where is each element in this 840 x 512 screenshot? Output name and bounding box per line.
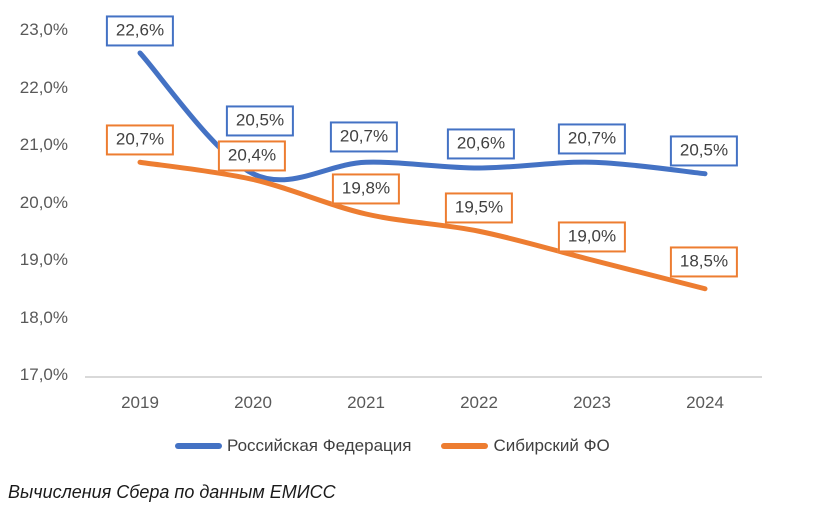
data-label: 20,7% [329, 121, 399, 153]
data-label: 19,0% [557, 221, 627, 253]
data-label: 20,5% [225, 105, 295, 137]
y-axis-tick-label: 19,0% [19, 250, 68, 269]
legend: Российская Федерация Сибирский ФО [175, 436, 610, 456]
x-axis-tick-label: 2020 [234, 393, 272, 412]
x-axis-tick-label: 2021 [347, 393, 385, 412]
x-axis-line [85, 376, 762, 378]
legend-line-marker [175, 443, 222, 449]
data-label: 20,7% [105, 124, 175, 156]
legend-item-sfo: Сибирский ФО [441, 436, 610, 456]
data-label: 19,5% [444, 192, 514, 224]
y-axis-tick-label: 20,0% [19, 192, 68, 212]
legend-label: Сибирский ФО [493, 436, 610, 455]
y-axis-tick-label: 22,0% [19, 77, 68, 97]
source-caption: Вычисления Сбера по данным ЕМИСС [8, 482, 336, 502]
x-axis-tick-label: 2024 [686, 393, 724, 412]
data-label: 20,6% [446, 128, 516, 160]
data-label: 20,5% [669, 135, 739, 167]
data-label: 20,7% [557, 123, 627, 155]
x-axis-tick-label: 2022 [460, 393, 498, 412]
data-label: 19,8% [331, 173, 401, 205]
x-axis-tick-label: 2023 [573, 393, 611, 412]
data-label: 18,5% [669, 246, 739, 278]
data-label: 22,6% [105, 15, 175, 47]
legend-item-rf: Российская Федерация [175, 436, 411, 456]
data-label: 20,4% [217, 139, 287, 172]
y-axis-tick-label: 21,0% [19, 135, 68, 154]
line-series-sfo [137, 159, 708, 292]
y-axis-tick-label: 18,0% [19, 307, 68, 327]
y-axis-tick-label: 23,0% [19, 20, 68, 39]
y-axis-tick-label: 17,0% [19, 365, 68, 384]
x-axis-tick-label: 2019 [121, 393, 159, 412]
legend-label: Российская Федерация [227, 436, 412, 455]
legend-line-marker [441, 443, 489, 449]
